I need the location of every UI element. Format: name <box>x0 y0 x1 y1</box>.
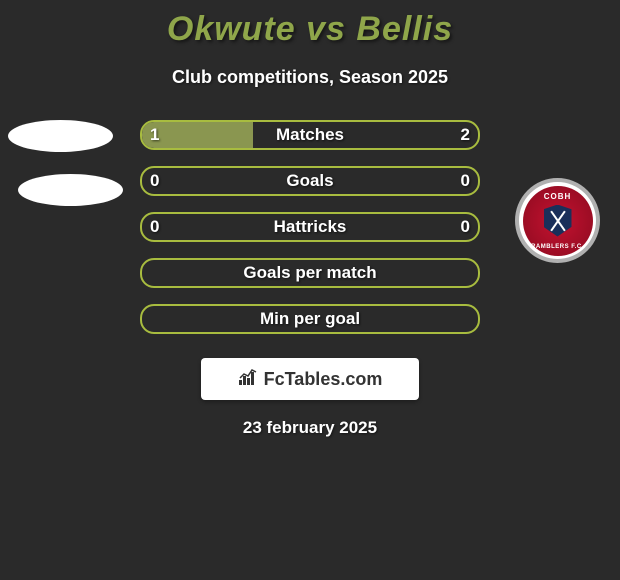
stat-label: Hattricks <box>142 217 478 237</box>
stat-row: 1Matches2 <box>0 120 620 166</box>
stat-bar: Goals per match <box>140 258 480 288</box>
stat-row: Goals per match <box>0 258 620 304</box>
stat-row: 0Goals0 <box>0 166 620 212</box>
attribution-text: FcTables.com <box>264 369 383 390</box>
stat-row: Min per goal <box>0 304 620 350</box>
comparison-title: Okwute vs Bellis <box>0 0 620 49</box>
stat-label: Goals per match <box>142 263 478 283</box>
stat-bar: 1Matches2 <box>140 120 480 150</box>
stat-label: Goals <box>142 171 478 191</box>
chart-icon <box>238 368 260 391</box>
stat-bar: Min per goal <box>140 304 480 334</box>
stat-bar: 0Hattricks0 <box>140 212 480 242</box>
stat-label: Min per goal <box>142 309 478 329</box>
stats-container: 1Matches20Goals00Hattricks0Goals per mat… <box>0 120 620 350</box>
stat-right-value: 0 <box>461 217 470 237</box>
stat-row: 0Hattricks0 <box>0 212 620 258</box>
stat-right-value: 0 <box>461 171 470 191</box>
stat-label: Matches <box>142 125 478 145</box>
comparison-date: 23 february 2025 <box>0 418 620 438</box>
stat-right-value: 2 <box>461 125 470 145</box>
comparison-subtitle: Club competitions, Season 2025 <box>0 67 620 88</box>
stat-bar: 0Goals0 <box>140 166 480 196</box>
attribution-box[interactable]: FcTables.com <box>201 358 419 400</box>
